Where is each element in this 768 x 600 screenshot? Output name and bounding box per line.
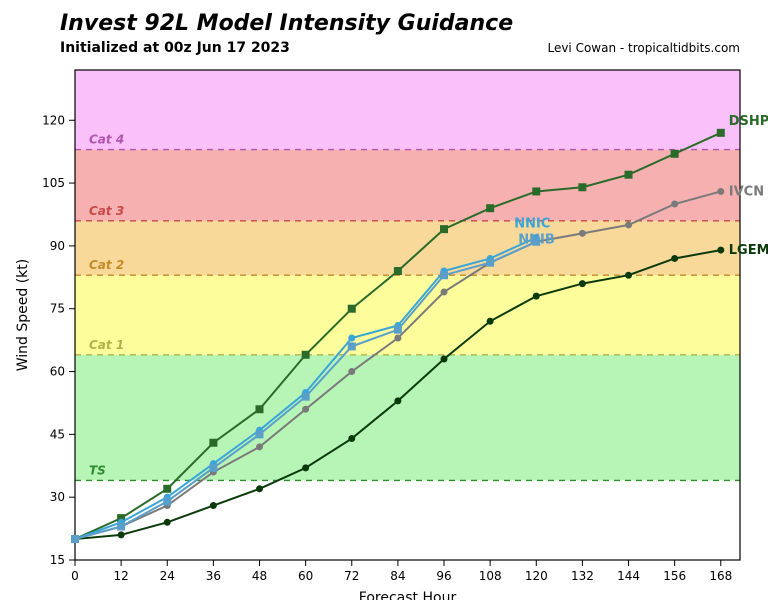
series-marker xyxy=(348,305,356,313)
y-tick-label: 45 xyxy=(50,427,65,441)
y-axis-label: Wind Speed (kt) xyxy=(15,259,31,372)
x-tick-label: 72 xyxy=(344,569,359,583)
series-marker xyxy=(163,497,171,505)
series-marker xyxy=(256,405,264,413)
x-tick-label: 84 xyxy=(390,569,405,583)
series-marker xyxy=(717,247,724,254)
series-marker xyxy=(671,255,678,262)
category-label: Cat 3 xyxy=(89,204,124,218)
series-marker xyxy=(394,335,401,342)
y-tick-label: 75 xyxy=(50,302,65,316)
series-marker xyxy=(717,129,725,137)
series-marker xyxy=(578,183,586,191)
series-marker xyxy=(579,280,586,287)
category-label: TS xyxy=(89,463,106,477)
series-marker xyxy=(302,464,309,471)
series-marker xyxy=(486,259,494,267)
series-marker xyxy=(394,267,402,275)
series-marker xyxy=(625,171,633,179)
chart-subtitle: Initialized at 00z Jun 17 2023 xyxy=(60,40,290,56)
chart-title: Invest 92L Model Intensity Guidance xyxy=(60,11,513,36)
category-band xyxy=(75,355,740,481)
x-tick-label: 96 xyxy=(436,569,451,583)
series-marker xyxy=(163,485,171,493)
series-marker xyxy=(441,288,448,295)
series-marker xyxy=(671,201,678,208)
series-marker xyxy=(441,355,448,362)
series-marker xyxy=(625,221,632,228)
category-label: Cat 2 xyxy=(89,258,124,272)
category-label: Cat 1 xyxy=(89,338,124,352)
series-label: LGEM xyxy=(729,243,768,258)
series-marker xyxy=(440,271,448,279)
series-marker xyxy=(302,393,310,401)
series-label: DSHP xyxy=(729,114,768,129)
category-band xyxy=(75,150,740,221)
x-tick-label: 144 xyxy=(617,569,640,583)
x-tick-label: 132 xyxy=(571,569,594,583)
series-marker xyxy=(394,397,401,404)
y-tick-label: 60 xyxy=(50,365,65,379)
series-marker xyxy=(625,272,632,279)
series-marker xyxy=(209,439,217,447)
series-marker xyxy=(348,435,355,442)
series-marker xyxy=(117,522,125,530)
series-marker xyxy=(486,204,494,212)
x-tick-label: 0 xyxy=(71,569,79,583)
chart-credit: Levi Cowan - tropicaltidbits.com xyxy=(547,41,740,55)
y-tick-label: 120 xyxy=(42,113,65,127)
series-marker xyxy=(302,406,309,413)
x-axis-label: Forecast Hour xyxy=(359,590,457,600)
x-tick-label: 24 xyxy=(160,569,175,583)
series-marker xyxy=(210,502,217,509)
series-marker xyxy=(256,485,263,492)
series-marker xyxy=(671,150,679,158)
series-marker xyxy=(440,225,448,233)
x-tick-label: 108 xyxy=(479,569,502,583)
y-tick-label: 90 xyxy=(50,239,65,253)
series-marker xyxy=(487,318,494,325)
category-band xyxy=(75,70,740,150)
series-marker xyxy=(717,188,724,195)
x-tick-label: 60 xyxy=(298,569,313,583)
series-marker xyxy=(394,326,402,334)
x-tick-label: 48 xyxy=(252,569,267,583)
series-marker xyxy=(348,368,355,375)
x-tick-label: 168 xyxy=(709,569,732,583)
series-marker xyxy=(71,535,79,543)
category-band xyxy=(75,221,740,275)
x-tick-label: 120 xyxy=(525,569,548,583)
series-label: IVCN xyxy=(729,184,764,199)
chart-svg: Invest 92L Model Intensity Guidance Initi… xyxy=(0,0,768,600)
series-marker xyxy=(164,519,171,526)
x-tick-label: 36 xyxy=(206,569,221,583)
category-label: Cat 4 xyxy=(89,133,124,147)
series-marker xyxy=(532,187,540,195)
series-label: NNIC xyxy=(514,217,550,232)
x-tick-label: 156 xyxy=(663,569,686,583)
series-marker xyxy=(348,335,355,342)
series-marker xyxy=(579,230,586,237)
y-tick-label: 105 xyxy=(42,176,65,190)
series-marker xyxy=(256,443,263,450)
series-marker xyxy=(209,464,217,472)
series-marker xyxy=(118,531,125,538)
intensity-guidance-chart: Invest 92L Model Intensity Guidance Initi… xyxy=(0,0,768,600)
series-marker xyxy=(348,342,356,350)
y-tick-label: 15 xyxy=(50,553,65,567)
series-marker xyxy=(533,293,540,300)
series-label: NNIB xyxy=(518,233,555,248)
y-tick-label: 30 xyxy=(50,490,65,504)
series-marker xyxy=(256,430,264,438)
series-marker xyxy=(302,351,310,359)
x-tick-label: 12 xyxy=(113,569,128,583)
